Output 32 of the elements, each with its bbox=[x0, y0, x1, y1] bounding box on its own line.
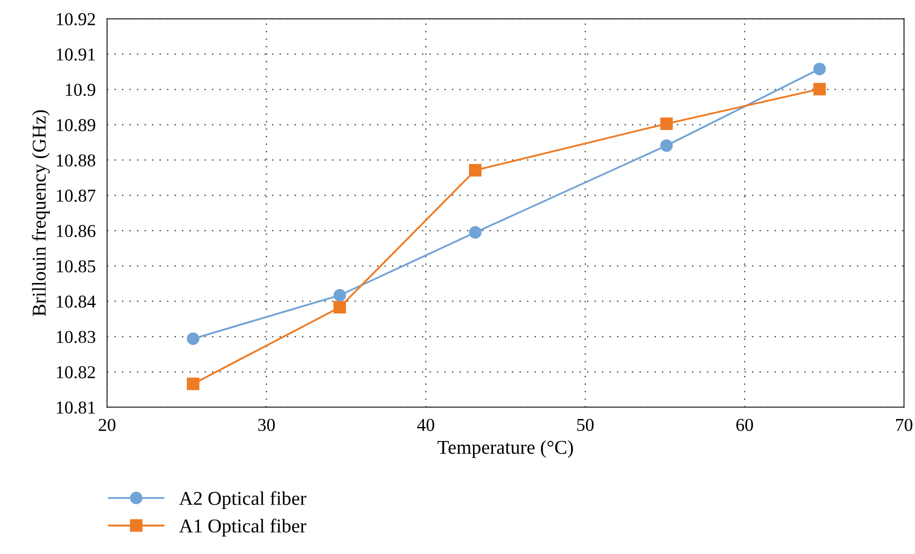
point bbox=[186, 332, 200, 345]
point bbox=[186, 378, 200, 390]
x-tick-label: 20 bbox=[98, 418, 116, 432]
y-tick-label: 10.81 bbox=[56, 401, 95, 414]
x-axis-title: Temperature (°C) bbox=[438, 440, 573, 458]
y-tick-label: 10.84 bbox=[56, 296, 96, 308]
legend-label: A2 Optical fiber bbox=[179, 491, 306, 509]
x-tick-label: 60 bbox=[736, 418, 753, 432]
y-tick-label: 10.9 bbox=[66, 84, 96, 96]
y-tick-label: 10.92 bbox=[56, 13, 95, 26]
x-tick-label: 40 bbox=[417, 418, 434, 432]
point bbox=[469, 164, 482, 177]
y-tick-label: 10.88 bbox=[56, 154, 96, 167]
y-tick-label: 10.82 bbox=[56, 366, 95, 378]
point bbox=[660, 139, 673, 152]
point bbox=[469, 226, 482, 239]
y-axis-title: Brillouin frequency (GHz) bbox=[32, 110, 50, 316]
point bbox=[334, 301, 346, 314]
y-tick-label: 10.85 bbox=[56, 260, 96, 272]
x-tick-label: 50 bbox=[577, 418, 594, 432]
y-tick-label: 10.83 bbox=[56, 330, 96, 344]
x-tick-label: 30 bbox=[258, 418, 275, 432]
point bbox=[813, 62, 826, 76]
y-tick-label: 10.89 bbox=[56, 119, 96, 132]
point bbox=[334, 289, 346, 302]
legend-label: A1 Optical fiber bbox=[179, 518, 306, 536]
point bbox=[813, 82, 826, 96]
y-tick-label: 10.86 bbox=[56, 224, 96, 238]
y-tick-label: 10.87 bbox=[56, 190, 96, 202]
point bbox=[660, 117, 673, 130]
y-tick-label: 10.91 bbox=[56, 48, 95, 61]
x-tick-label: 70 bbox=[896, 418, 912, 432]
